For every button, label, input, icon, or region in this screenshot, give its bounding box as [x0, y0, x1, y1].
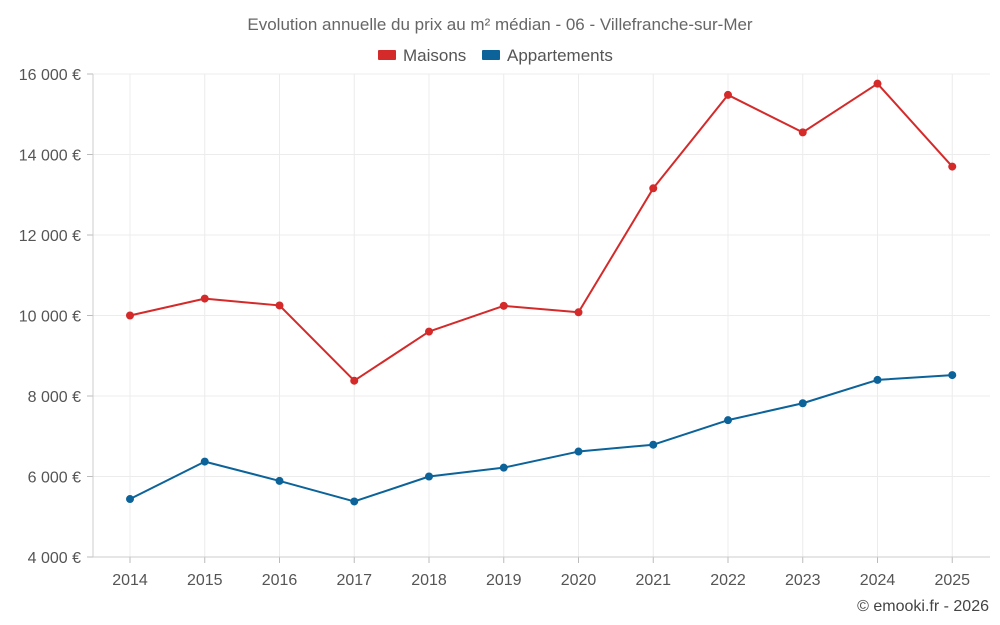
y-tick-label: 10 000 € — [19, 309, 81, 326]
legend-item-appartements[interactable]: Appartements — [482, 46, 613, 65]
series-line-maisons — [129, 82, 954, 382]
legend-label-appartements: Appartements — [507, 46, 613, 65]
x-tick-label: 2022 — [710, 572, 746, 589]
legend-label-maisons: Maisons — [403, 46, 466, 65]
series-appartements — [126, 371, 957, 506]
data-point-appartements-2016[interactable] — [275, 476, 284, 485]
y-tick-label: 14 000 € — [19, 148, 81, 165]
data-point-maisons-2020[interactable] — [574, 308, 583, 317]
data-point-appartements-2015[interactable] — [200, 457, 209, 466]
data-point-appartements-2018[interactable] — [425, 472, 433, 481]
data-point-maisons-2021[interactable] — [649, 184, 658, 193]
series-layer — [126, 79, 957, 506]
y-tick-label: 12 000 € — [19, 228, 81, 245]
data-point-maisons-2023[interactable] — [798, 128, 807, 137]
data-point-maisons-2018[interactable] — [425, 327, 433, 336]
grid — [93, 73, 990, 558]
data-point-appartements-2022[interactable] — [724, 416, 732, 425]
y-tick-label: 6 000 € — [28, 470, 81, 487]
data-point-appartements-2014[interactable] — [126, 495, 134, 504]
x-tick-label: 2021 — [635, 572, 671, 589]
credit-text: © emooki.fr - 2026 — [857, 598, 989, 615]
data-point-maisons-2017[interactable] — [350, 376, 359, 385]
y-tick-label: 4 000 € — [28, 550, 81, 567]
data-point-maisons-2022[interactable] — [724, 90, 732, 99]
y-tick-label: 16 000 € — [19, 67, 81, 84]
x-tick-label: 2017 — [336, 572, 372, 589]
data-point-maisons-2015[interactable] — [200, 294, 209, 303]
data-point-appartements-2019[interactable] — [499, 463, 508, 472]
data-point-appartements-2024[interactable] — [873, 375, 882, 384]
x-tick-label: 2019 — [486, 572, 522, 589]
axes: 4 000 € 6 000 € 8 000 € 10 000 € 12 000 € 14 … — [19, 67, 990, 589]
x-tick-label: 2024 — [860, 572, 896, 589]
data-point-appartements-2023[interactable] — [798, 399, 807, 408]
x-tick-label: 2025 — [934, 572, 970, 589]
legend-swatch-appartements — [482, 50, 500, 60]
x-tick-label: 2015 — [187, 572, 223, 589]
legend-item-maisons[interactable]: Maisons — [378, 46, 466, 65]
x-tick-label: 2020 — [561, 572, 597, 589]
legend[interactable]: Maisons Appartements — [378, 46, 613, 65]
series-maisons — [126, 79, 957, 385]
y-tick-label: 8 000 € — [28, 389, 81, 406]
data-point-maisons-2019[interactable] — [499, 301, 508, 310]
data-point-maisons-2024[interactable] — [873, 79, 882, 88]
x-tick-label: 2018 — [411, 572, 447, 589]
chart-title: Evolution annuelle du prix au m² médian … — [247, 15, 753, 34]
x-tick-label: 2023 — [785, 572, 821, 589]
series-line-appartements — [129, 374, 954, 503]
data-point-maisons-2025[interactable] — [948, 162, 957, 171]
data-point-maisons-2016[interactable] — [275, 301, 284, 310]
data-point-maisons-2014[interactable] — [126, 311, 134, 320]
x-tick-label: 2016 — [262, 572, 298, 589]
legend-swatch-maisons — [378, 50, 396, 60]
data-point-appartements-2021[interactable] — [649, 440, 658, 449]
data-point-appartements-2020[interactable] — [574, 447, 583, 456]
data-point-appartements-2025[interactable] — [948, 371, 957, 380]
data-point-appartements-2017[interactable] — [350, 497, 359, 506]
x-tick-label: 2014 — [112, 572, 148, 589]
